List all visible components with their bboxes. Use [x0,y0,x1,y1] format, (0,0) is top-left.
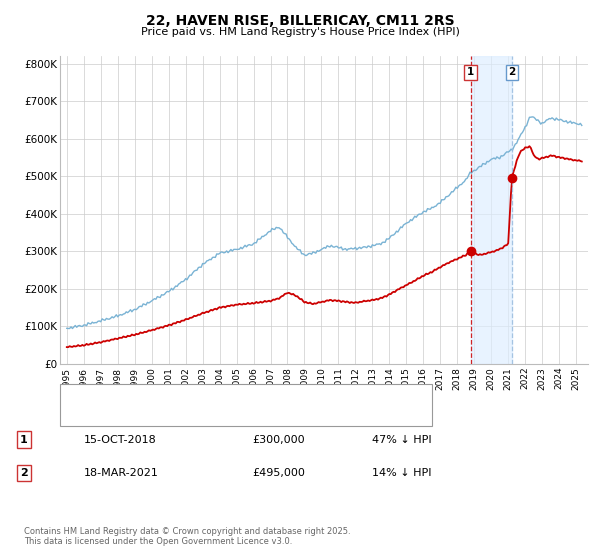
Text: 47% ↓ HPI: 47% ↓ HPI [372,435,431,445]
Text: 1: 1 [467,67,475,77]
Text: Contains HM Land Registry data © Crown copyright and database right 2025.
This d: Contains HM Land Registry data © Crown c… [24,526,350,546]
Text: £495,000: £495,000 [252,468,305,478]
Text: HPI: Average price, detached house, Basildon: HPI: Average price, detached house, Basi… [93,409,316,419]
Text: 22, HAVEN RISE, BILLERICAY, CM11 2RS (detached house): 22, HAVEN RISE, BILLERICAY, CM11 2RS (de… [93,390,377,400]
Text: 14% ↓ HPI: 14% ↓ HPI [372,468,431,478]
Text: 2: 2 [508,67,515,77]
Text: 1: 1 [20,435,28,445]
Bar [470,56,512,364]
Text: 2: 2 [20,468,28,478]
Text: ——: —— [69,388,94,402]
Text: ——: —— [69,408,94,421]
Text: £300,000: £300,000 [252,435,305,445]
Text: Price paid vs. HM Land Registry's House Price Index (HPI): Price paid vs. HM Land Registry's House … [140,27,460,37]
Text: 18-MAR-2021: 18-MAR-2021 [84,468,159,478]
Text: 22, HAVEN RISE, BILLERICAY, CM11 2RS: 22, HAVEN RISE, BILLERICAY, CM11 2RS [146,14,454,28]
Text: 15-OCT-2018: 15-OCT-2018 [84,435,157,445]
